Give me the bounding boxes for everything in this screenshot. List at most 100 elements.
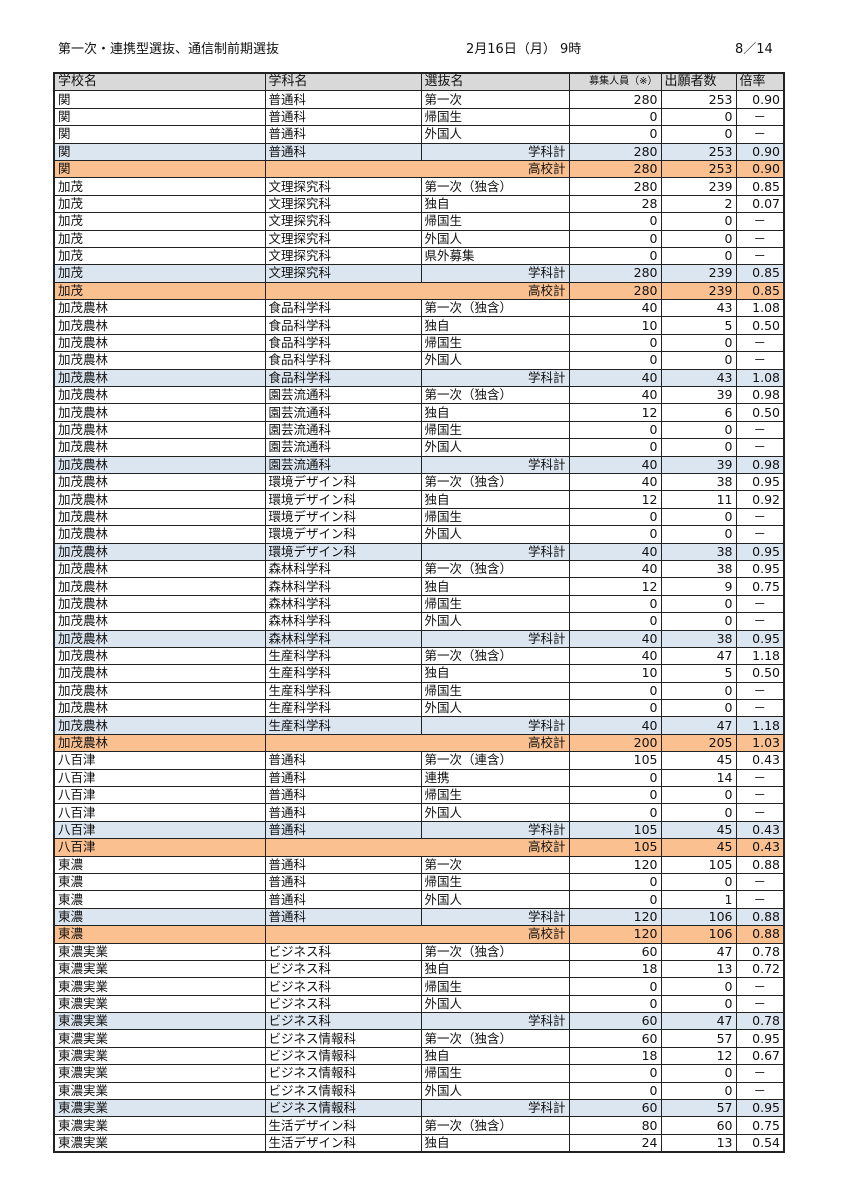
cell-applicants: 47 — [660, 1012, 737, 1031]
applications-table: 学校名 学科名 選抜名 募集人員（※） 出願者数 倍率 関普通科 第一次 280 25… — [53, 72, 785, 1154]
cell-capacity: 120 — [568, 925, 662, 944]
cell-school: 加茂農林 — [53, 438, 266, 457]
table-row: 東濃実業 ビジネス情報科 第一次（独含） 60 57 0.95 — [53, 1029, 785, 1048]
cell-department: 文理探究科 — [264, 177, 422, 196]
cell-capacity: 0 — [568, 525, 662, 544]
cell-department: 普通科 — [264, 751, 422, 770]
cell-school: 東濃実業 — [53, 1099, 266, 1118]
cell-applicants: 0 — [660, 594, 737, 614]
cell-ratio: 0.07 — [735, 194, 785, 214]
cell-applicants: 0 — [660, 420, 737, 440]
cell-selection: 第一次（独含） — [420, 646, 570, 666]
cell-selection: 外国人 — [420, 229, 570, 248]
cell-school: 八百津 — [53, 768, 266, 788]
cell-selection: 帰国生 — [420, 212, 570, 231]
cell-school: 加茂農林 — [53, 351, 266, 370]
cell-department: 環境デザイン科 — [264, 472, 422, 492]
cell-school: 関 — [53, 90, 266, 109]
cell-department: 普通科 — [264, 890, 422, 909]
cell-applicants: 38 — [660, 542, 737, 561]
cell-school: 東濃実業 — [53, 1081, 266, 1101]
cell-applicants: 0 — [660, 333, 737, 353]
cell-applicants: 2 — [660, 194, 737, 214]
cell-school: 東濃実業 — [53, 1133, 266, 1153]
cell-department: 文理探究科 — [264, 194, 422, 214]
cell-applicants: 43 — [660, 368, 737, 388]
cell-applicants: 106 — [660, 925, 737, 944]
cell-department: 生産科学科 — [264, 646, 422, 666]
cell-school: 東濃実業 — [53, 1029, 266, 1048]
cell-ratio: 0.43 — [735, 751, 785, 770]
dept-total-row: 加茂農林 園芸流通科 学科計 40 39 0.98 — [53, 455, 785, 474]
cell-capacity: 28 — [568, 194, 662, 214]
cell-applicants: 0 — [660, 1081, 737, 1101]
cell-ratio: 0.95 — [735, 629, 785, 648]
cell-selection: 帰国生 — [420, 420, 570, 440]
table-row: 加茂農林 園芸流通科 独自 12 6 0.50 — [53, 403, 785, 422]
cell-ratio: 0.43 — [735, 838, 785, 857]
cell-department: 普通科 — [264, 142, 422, 161]
cell-school: 東濃実業 — [53, 942, 266, 961]
table-row: 東濃実業 生活デザイン科 第一次（独含） 80 60 0.75 — [53, 1116, 785, 1135]
cell-ratio: 0.95 — [735, 1099, 785, 1118]
dept-total-row: 加茂農林 森林科学科 学科計 40 38 0.95 — [53, 629, 785, 648]
school-total-row: 加茂農林 高校計 200 205 1.03 — [53, 733, 785, 753]
cell-selection: 外国人 — [420, 525, 570, 544]
cell-school: 八百津 — [53, 838, 266, 857]
cell-school: 関 — [53, 142, 266, 161]
cell-department: 環境デザイン科 — [264, 525, 422, 544]
cell-ratio: － — [735, 977, 785, 996]
cell-selection: 外国人 — [420, 803, 570, 822]
cell-selection: 第一次 — [420, 855, 570, 874]
cell-capacity: 0 — [568, 438, 662, 457]
cell-ratio: 0.90 — [735, 90, 785, 109]
cell-applicants: 0 — [660, 612, 737, 631]
cell-capacity: 40 — [568, 455, 662, 474]
dept-total-row: 八百津 普通科 学科計 105 45 0.43 — [53, 820, 785, 840]
cell-applicants: 13 — [660, 1133, 737, 1153]
table-row: 八百津 普通科 連携 0 14 － — [53, 768, 785, 788]
cell-selection: 学科計 — [420, 368, 570, 388]
table-row: 加茂農林 園芸流通科 帰国生 0 0 － — [53, 420, 785, 440]
cell-selection: 外国人 — [420, 1081, 570, 1101]
cell-applicants: 38 — [660, 559, 737, 579]
cell-selection: 独自 — [420, 664, 570, 683]
table-row: 加茂農林 環境デザイン科 外国人 0 0 － — [53, 525, 785, 544]
cell-applicants: 0 — [660, 125, 737, 144]
cell-capacity: 0 — [568, 333, 662, 353]
cell-capacity: 0 — [568, 612, 662, 631]
cell-applicants: 47 — [660, 942, 737, 961]
table-row: 東濃 普通科 帰国生 0 0 － — [53, 872, 785, 892]
cell-ratio: 0.90 — [735, 142, 785, 161]
cell-selection: 第一次（独含） — [420, 942, 570, 961]
cell-applicants: 253 — [660, 159, 737, 179]
cell-department: 普通科 — [264, 872, 422, 892]
cell-department: 普通科 — [264, 803, 422, 822]
cell-ratio: 0.43 — [735, 820, 785, 840]
table-row: 八百津 普通科 帰国生 0 0 － — [53, 786, 785, 805]
table-row: 加茂農林 環境デザイン科 帰国生 0 0 － — [53, 507, 785, 527]
cell-department: 文理探究科 — [264, 246, 422, 266]
cell-ratio: － — [735, 420, 785, 440]
cell-department: 普通科 — [264, 855, 422, 874]
cell-ratio: － — [735, 507, 785, 527]
cell-selection: 県外募集 — [420, 246, 570, 266]
cell-school: 加茂農林 — [53, 299, 266, 318]
cell-selection: 外国人 — [420, 699, 570, 718]
table-row: 加茂農林 森林科学科 帰国生 0 0 － — [53, 594, 785, 614]
cell-ratio: 1.18 — [735, 716, 785, 735]
cell-selection: 独自 — [420, 316, 570, 335]
cell-capacity: 0 — [568, 594, 662, 614]
table-row: 加茂 文理探究科 県外募集 0 0 － — [53, 246, 785, 266]
cell-selection: 高校計 — [264, 159, 570, 179]
cell-selection: 帰国生 — [420, 681, 570, 701]
cell-school: 東濃実業 — [53, 959, 266, 979]
cell-selection: 外国人 — [420, 351, 570, 370]
cell-ratio: 0.78 — [735, 942, 785, 961]
cell-department: 生産科学科 — [264, 699, 422, 718]
cell-ratio: 0.50 — [735, 403, 785, 422]
cell-school: 東濃実業 — [53, 1064, 266, 1083]
cell-department: 普通科 — [264, 907, 422, 927]
cell-ratio: 1.08 — [735, 299, 785, 318]
cell-capacity: 0 — [568, 351, 662, 370]
